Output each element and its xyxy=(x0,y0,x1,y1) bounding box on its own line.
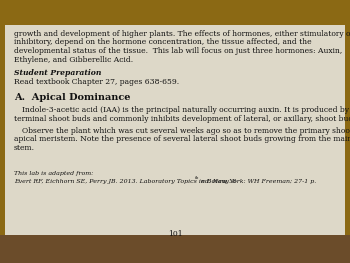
Text: terminal shoot buds and commonly inhibits development of lateral, or axillary, s: terminal shoot buds and commonly inhibit… xyxy=(14,115,350,123)
Text: stem.: stem. xyxy=(14,144,35,152)
Text: Indole-3-acetic acid (IAA) is the principal naturally occurring auxin. It is pro: Indole-3-acetic acid (IAA) is the princi… xyxy=(22,107,349,114)
Text: Evert RF, Eichhorn SE, Perry JB. 2013. Laboratory Topics in Botany. 8: Evert RF, Eichhorn SE, Perry JB. 2013. L… xyxy=(14,179,236,184)
Text: apical meristem. Note the presence of several lateral shoot buds growing from th: apical meristem. Note the presence of se… xyxy=(14,135,350,143)
Bar xyxy=(5,25,345,235)
Bar xyxy=(0,235,350,263)
Text: developmental status of the tissue.  This lab will focus on just three hormones:: developmental status of the tissue. This… xyxy=(14,47,342,55)
Text: th: th xyxy=(195,176,199,180)
Text: inhibitory, depend on the hormone concentration, the tissue affected, and the: inhibitory, depend on the hormone concen… xyxy=(14,38,312,47)
Text: A.  Apical Dominance: A. Apical Dominance xyxy=(14,93,131,102)
Text: Ethylene, and Gibberellic Acid.: Ethylene, and Gibberellic Acid. xyxy=(14,55,133,63)
Text: Observe the plant which was cut several weeks ago so as to remove the primary sh: Observe the plant which was cut several … xyxy=(22,127,350,135)
Text: Read textbook Chapter 27, pages 638-659.: Read textbook Chapter 27, pages 638-659. xyxy=(14,78,179,85)
Text: ed. New York: WH Freeman; 27-1 p.: ed. New York: WH Freeman; 27-1 p. xyxy=(199,179,316,184)
Text: Student Preparation: Student Preparation xyxy=(14,69,101,77)
Text: growth and development of higher plants. The effects of hormones, either stimula: growth and development of higher plants.… xyxy=(14,30,350,38)
Text: This lab is adapted from:: This lab is adapted from: xyxy=(14,171,93,176)
Text: 101: 101 xyxy=(168,230,182,238)
